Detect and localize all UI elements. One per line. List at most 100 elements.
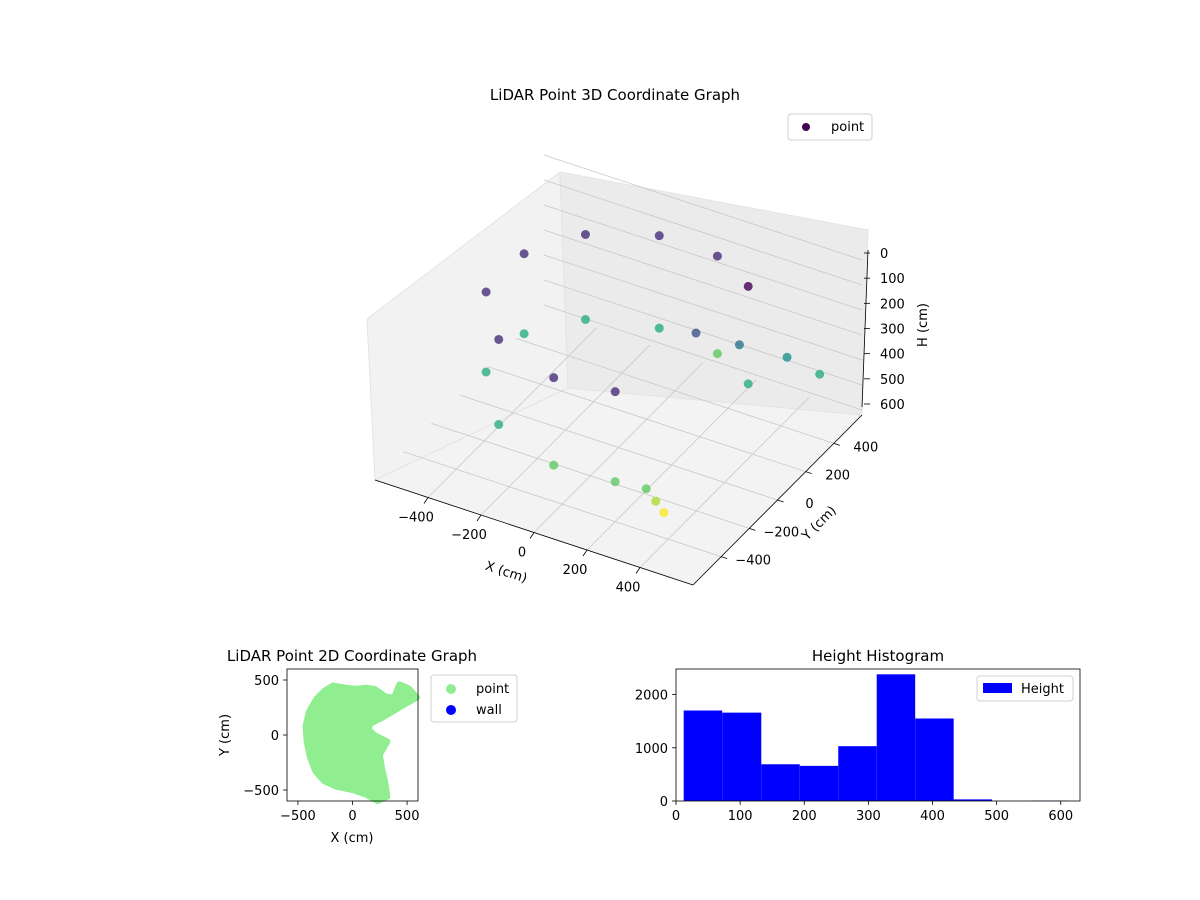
z-tick-label: 400 [880, 348, 905, 363]
ticks-2d: −500 0 500 −500 0 500 [243, 674, 419, 824]
point-3d [734, 340, 744, 350]
histogram-bar [683, 710, 723, 801]
grid-line-z [543, 179, 863, 286]
x-tick-label: 500 [984, 809, 1009, 824]
histogram-ticks: 0 100 200 300 400 500 600 0 1000 2000 [635, 689, 1073, 824]
x-tick-label: 400 [920, 809, 945, 824]
legend-histogram-frame [976, 675, 1074, 702]
x-axis-title: X (cm) [483, 559, 529, 587]
z-tick-label: 0 [880, 247, 888, 262]
chart-2d-ylabel: Y (cm) [218, 714, 233, 757]
grid-line-y [403, 451, 722, 558]
z-tick-label: 100 [880, 272, 905, 287]
z-tick-label: 200 [880, 297, 905, 312]
grid-3d [403, 154, 863, 568]
grid-line-y [459, 394, 778, 501]
x-tick-label: 500 [395, 809, 420, 824]
y-tick [777, 499, 784, 503]
z-tick-label: 500 [880, 373, 905, 388]
y-tick-label: 0 [271, 729, 279, 744]
point-3d [743, 379, 753, 389]
legend-2d-marker-point [446, 684, 456, 694]
legend-histogram-swatch [983, 683, 1012, 693]
x-tick-label: 400 [616, 581, 641, 596]
grid-line-z [543, 204, 863, 311]
point-3d [519, 249, 529, 259]
legend-2d: point wall [430, 674, 518, 723]
point-3d [815, 369, 825, 379]
point-3d [494, 419, 504, 429]
x-tick-label: 600 [1048, 809, 1073, 824]
point-3d [481, 287, 491, 297]
histogram-title: Height Histogram [812, 647, 944, 665]
legend-3d-frame [787, 113, 873, 141]
histogram-bar [799, 765, 839, 801]
y-tick [833, 442, 840, 446]
x-tick-label: 200 [792, 809, 817, 824]
legend-2d-label-point: point [476, 682, 509, 697]
point-3d [691, 328, 701, 338]
y-tick-label: 2000 [635, 689, 668, 704]
y-tick [805, 471, 812, 475]
y-tick-label: 500 [254, 674, 279, 689]
z-axis-title: H (cm) [916, 303, 931, 347]
point-3d [519, 329, 529, 339]
point-3d [712, 349, 722, 359]
point-3d [654, 231, 664, 241]
point-3d [494, 334, 504, 344]
grid-line-y [487, 366, 806, 473]
x-tick-label: 0 [672, 809, 680, 824]
y-tick-label: −500 [243, 784, 279, 799]
legend-3d-label: point [831, 120, 864, 135]
grid-line-z [543, 304, 863, 411]
point-3d [549, 460, 559, 470]
point-3d [712, 251, 722, 261]
histogram-frame [675, 668, 1081, 802]
histogram-bar [838, 746, 877, 801]
ticks-3d: −400−2000200400−400−20002004000100200300… [398, 247, 905, 596]
x-tick [582, 549, 588, 557]
point-3d [651, 496, 661, 506]
point-3d [580, 230, 590, 239]
y-tick-label: 1000 [635, 742, 668, 757]
y-tick-label: 200 [825, 469, 850, 484]
point-3d [654, 323, 664, 333]
point-3d [610, 387, 620, 397]
chart-2d-title: LiDAR Point 2D Coordinate Graph [227, 647, 477, 665]
y-tick-label: 0 [660, 795, 668, 810]
x-tick-label: −200 [451, 528, 487, 543]
grid-line-y [431, 422, 750, 529]
y-tick-label: −200 [763, 525, 799, 540]
y-tick [749, 527, 756, 531]
x-tick-label: −400 [398, 511, 434, 526]
grid-line-y [515, 337, 834, 444]
point-cloud-2d [302, 681, 420, 804]
x-tick-label: 0 [518, 546, 526, 561]
chart-3d: LiDAR Point 3D Coordinate Graph −400 −200… [366, 86, 931, 596]
x-tick-label: 200 [563, 563, 588, 578]
chart-2d: LiDAR Point 2D Coordinate Graph −500 0 500… [218, 647, 518, 846]
point-3d [549, 373, 559, 383]
point-3d [481, 367, 491, 377]
x-tick-label: 300 [856, 809, 881, 824]
histogram-bar [761, 764, 800, 801]
legend-histogram: Height [976, 675, 1074, 702]
z-tick-label: 600 [880, 398, 905, 413]
point-3d [610, 477, 620, 487]
x-tick [423, 497, 429, 504]
grid-line-z [543, 154, 863, 261]
point-3d [641, 484, 651, 494]
chart-histogram: Height Histogram 0 100 200 300 400 500 600 0 100… [635, 647, 1081, 824]
legend-3d: point [787, 113, 873, 141]
x-tick [635, 567, 641, 574]
legend-histogram-label: Height [1021, 682, 1064, 697]
grid-line-z [543, 229, 863, 336]
grid-line-z [543, 254, 863, 361]
points-3d [481, 230, 825, 518]
chart-3d-title: LiDAR Point 3D Coordinate Graph [490, 86, 740, 104]
histogram-bar [722, 712, 762, 801]
z-tick-label: 300 [880, 323, 905, 338]
y-tick-label: 400 [853, 440, 878, 455]
x-tick-label: 100 [728, 809, 753, 824]
point-3d [743, 281, 753, 291]
